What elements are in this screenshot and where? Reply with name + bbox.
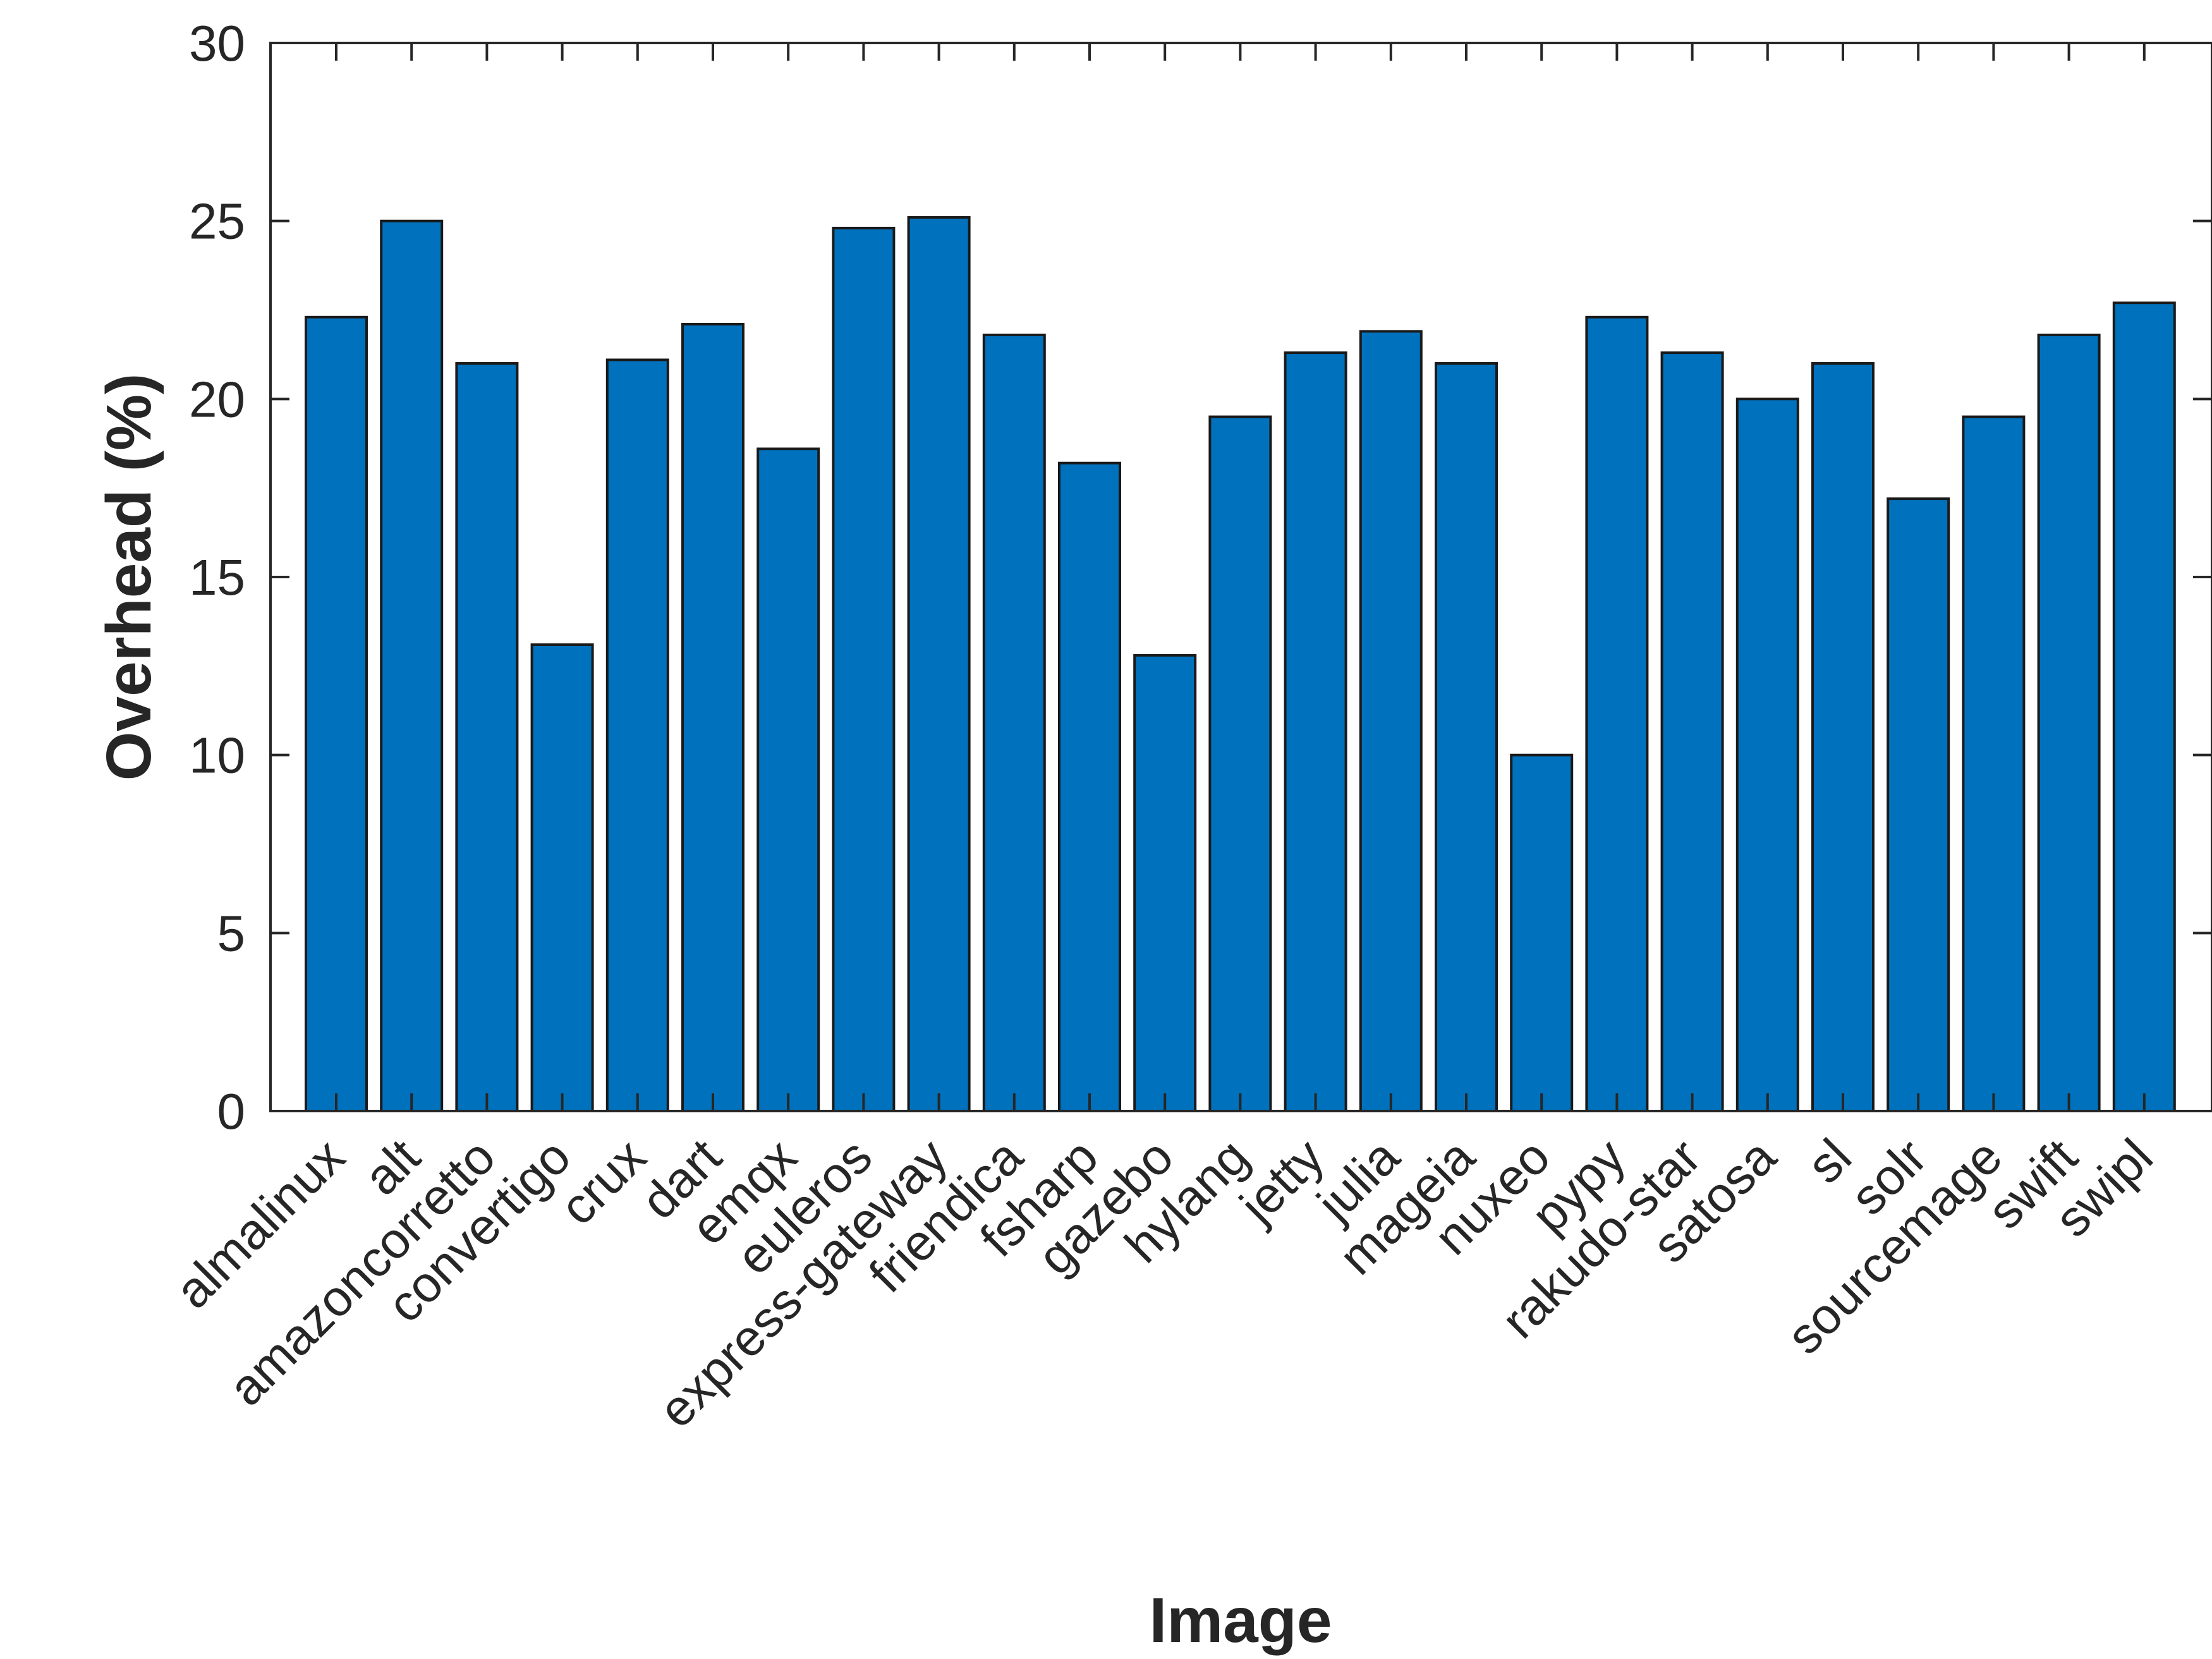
bar-sourcemage — [1962, 415, 2026, 1112]
bar-express-gateway — [907, 216, 971, 1112]
y-tick-label-10: 10 — [189, 727, 245, 784]
x-axis-title: Image — [1149, 1585, 1332, 1656]
bars-group — [305, 216, 2176, 1113]
bar-emqx — [757, 447, 820, 1113]
bar-dart — [681, 323, 744, 1112]
y-tick-label-15: 15 — [189, 549, 245, 605]
bar-euleros — [832, 226, 896, 1112]
axis-ticks — [270, 42, 2212, 1112]
bar-satosa — [1735, 398, 1799, 1112]
y-tick-label-20: 20 — [189, 371, 245, 427]
bar-mageia — [1435, 362, 1498, 1112]
bar-nuxeo — [1510, 753, 1574, 1112]
plot-frame — [269, 42, 2212, 1112]
bar-hylang — [1208, 415, 1272, 1112]
bar-amazoncorretto — [455, 362, 519, 1112]
bar-alt — [380, 219, 444, 1113]
y-tick-label-30: 30 — [189, 15, 245, 71]
bar-sl — [1811, 362, 1875, 1112]
bar-almalinux — [305, 315, 368, 1112]
y-tick-label-25: 25 — [189, 193, 245, 250]
bar-jetty — [1284, 351, 1347, 1112]
bar-friendica — [982, 333, 1046, 1112]
bar-rakudo-star — [1660, 351, 1724, 1112]
bar-solr — [1887, 497, 1950, 1112]
y-tick-label-5: 5 — [217, 905, 246, 961]
bar-pypy — [1585, 315, 1649, 1112]
bar-swift — [2037, 333, 2101, 1112]
y-tick-labels: 0 5 10 15 20 25 30 — [189, 15, 245, 1139]
x-tick-labels: almalinuxaltamazoncorrettoconvertigocrux… — [164, 1128, 2163, 1438]
bar-crux — [605, 358, 669, 1112]
bar-swipl — [2112, 301, 2176, 1113]
bar-convertigo — [530, 643, 594, 1112]
bar-fsharp — [1058, 461, 1121, 1113]
bar-gazebo — [1133, 653, 1197, 1112]
y-tick-label-0: 0 — [217, 1083, 246, 1139]
bar-julia — [1359, 330, 1423, 1112]
y-axis-title: Overhead (%) — [94, 374, 164, 781]
